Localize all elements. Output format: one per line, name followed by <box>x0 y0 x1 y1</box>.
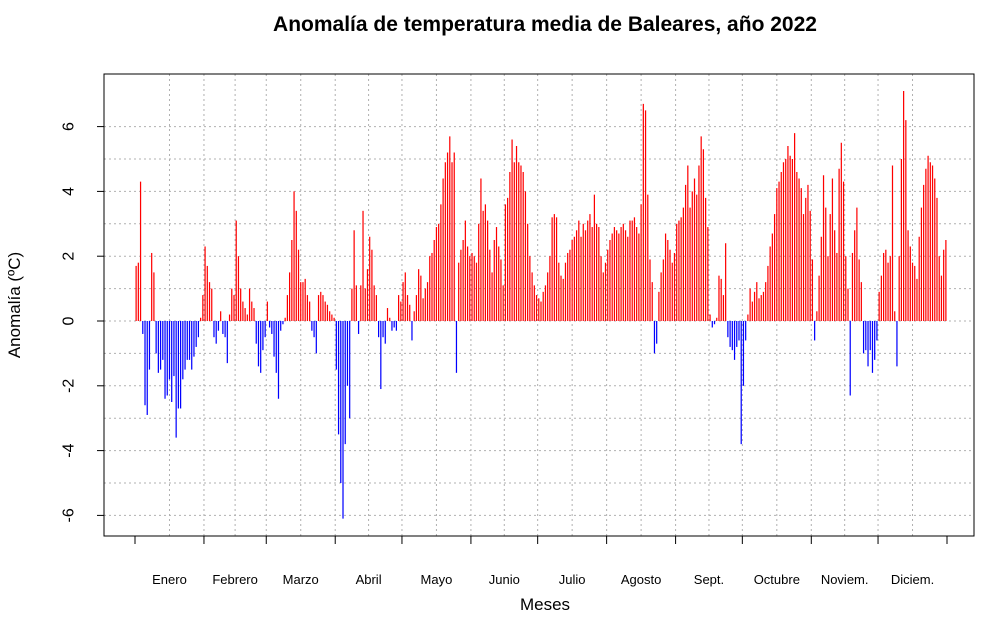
month-label: Abril <box>356 572 382 587</box>
y-tick-label: 0 <box>61 316 78 325</box>
y-tick-label: 4 <box>61 187 78 196</box>
y-tick-label: -4 <box>61 443 78 457</box>
bars <box>135 90 947 519</box>
x-axis: Enero Febrero Marzo Abril Mayo Junio Julio Agos… <box>134 536 948 587</box>
month-label: Marzo <box>283 572 319 587</box>
month-label: Agosto <box>621 572 661 587</box>
y-axis-label: Anomalía (ºC) <box>5 252 24 358</box>
month-label: Febrero <box>212 572 258 587</box>
month-label: Mayo <box>421 572 453 587</box>
y-tick-label: -6 <box>61 508 78 522</box>
month-label: Enero <box>152 572 187 587</box>
plot-frame <box>103 73 975 537</box>
chart-title: Anomalía de temperatura media de Baleare… <box>273 13 817 36</box>
month-label: Octubre <box>754 572 800 587</box>
y-tick-label: 2 <box>61 252 78 261</box>
month-label: Diciem. <box>891 572 934 587</box>
month-label: Sept. <box>694 572 724 587</box>
grid <box>104 74 974 536</box>
month-label: Noviem. <box>821 572 869 587</box>
y-axis: -6 -4 -2 0 2 4 6 <box>61 122 104 523</box>
y-tick-label: -2 <box>61 379 78 393</box>
x-axis-label: Meses <box>520 595 570 614</box>
month-label: Junio <box>489 572 520 587</box>
y-tick-label: 6 <box>61 122 78 131</box>
month-label: Julio <box>559 572 586 587</box>
